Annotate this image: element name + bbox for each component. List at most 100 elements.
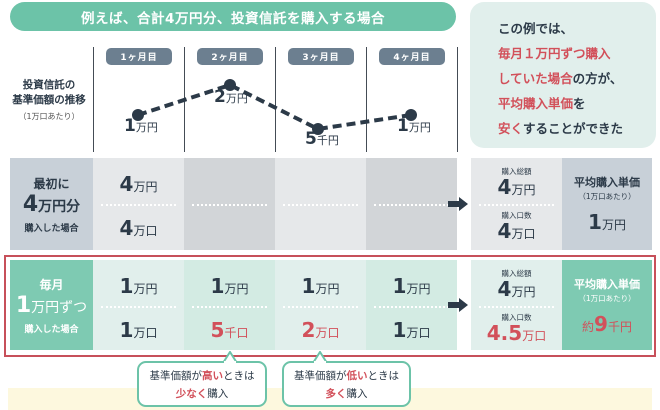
- data-point: [312, 123, 324, 135]
- dotted-divider: [192, 306, 267, 308]
- price-number: 1: [124, 116, 136, 136]
- lump-sum-month-1: 4万円 4万口: [93, 158, 184, 250]
- conclusion-text: を: [573, 96, 586, 111]
- price-label-4: 1万円: [397, 116, 431, 136]
- units-caption: 購入口数: [501, 211, 532, 220]
- conclusion-highlight: 平均購入単価: [498, 96, 574, 111]
- chart-label-sub: （1万口あたり）: [18, 112, 80, 121]
- conclusion-text: この例では、: [498, 21, 574, 36]
- price-line: [137, 82, 412, 132]
- lump-sum-result: 購入総額 4万円 購入口数 4万口: [471, 158, 562, 250]
- purchase-units: 1万口: [119, 318, 158, 342]
- conclusion-line-3: していた場合の方が、: [498, 66, 656, 91]
- lump-sum-month-4: [366, 158, 457, 250]
- callout-low-price: 基準価額が低いときは 多く購入: [282, 361, 411, 407]
- month-header-3: 3ヶ月目: [288, 48, 354, 65]
- chart-label-line2: 基準価額の推移: [12, 94, 86, 106]
- row-label-line3: 購入した場合: [24, 223, 79, 234]
- price-number: 2: [214, 87, 226, 107]
- callout-pointer: [222, 351, 238, 363]
- dotted-divider: [192, 204, 267, 206]
- monthly-label: 毎月 1万円ずつ 購入した場合: [10, 260, 93, 350]
- purchase-units: 4万口: [119, 216, 158, 240]
- conclusion-line-2: 毎月１万円ずつ購入: [498, 41, 656, 66]
- price-unit: 万円: [135, 121, 158, 134]
- price-unit: 千円: [316, 134, 339, 147]
- row-label-line2: 1万円ずつ: [16, 293, 87, 318]
- total-amount: 4万円: [497, 277, 536, 301]
- average-sub: （1万口あたり）: [578, 192, 636, 201]
- total-amount: 4万円: [497, 175, 536, 199]
- chart-label-line1: 投資信託の: [22, 79, 76, 91]
- arrow-right-icon: [448, 298, 468, 312]
- price-number: 1: [397, 116, 409, 136]
- price-unit: 万円: [225, 92, 248, 105]
- monthly-month-4: 1万円 1万口: [366, 260, 457, 350]
- dotted-divider: [374, 204, 449, 206]
- lump-sum-row: 最初に 4万円分 購入した場合 4万円 4万口 購入総額 4万円 購入口数 4万…: [10, 158, 652, 250]
- purchase-amount: 1万円: [392, 274, 431, 298]
- row-label-number: 1: [15, 292, 32, 318]
- data-point: [132, 109, 144, 121]
- row-label-unit: 万円ずつ: [31, 299, 88, 316]
- monthly-average-price: 平均購入単価 （1万口あたり） 約9千円: [562, 260, 652, 350]
- month-header-1: 1ヶ月目: [106, 48, 172, 65]
- column-divider: [457, 47, 459, 152]
- column-divider: [93, 47, 95, 152]
- dotted-divider: [283, 306, 358, 308]
- conclusion-highlight: 毎月１万円ずつ購入: [498, 46, 611, 61]
- row-label-line1: 毎月: [39, 277, 64, 292]
- conclusion-highlight: 安く: [498, 121, 524, 136]
- dotted-divider: [101, 204, 176, 206]
- monthly-result: 購入総額 4万円 購入口数 4.5万口: [471, 260, 562, 350]
- chart-label: 投資信託の 基準価額の推移: [6, 78, 92, 108]
- conclusion-highlight: していた場合: [498, 71, 573, 86]
- conclusion-line-5: 安くすることができた: [498, 116, 656, 141]
- lump-sum-average-price: 平均購入単価 （1万口あたり） 1万円: [562, 158, 652, 250]
- dotted-divider: [479, 204, 554, 206]
- average-title: 平均購入単価: [574, 278, 640, 291]
- price-line-chart: [132, 79, 417, 135]
- monthly-month-1: 1万円 1万口: [93, 260, 184, 350]
- conclusion-text: することができた: [523, 121, 624, 136]
- callout-line-2: 多く購入: [325, 388, 368, 400]
- price-unit: 万円: [408, 121, 431, 134]
- total-caption: 購入総額: [501, 269, 532, 278]
- total-units: 4.5万口: [486, 321, 547, 345]
- dotted-divider: [374, 306, 449, 308]
- row-label-number: 4: [22, 191, 39, 217]
- month-header-2: 2ヶ月目: [197, 48, 263, 65]
- column-divider: [275, 47, 277, 152]
- price-label-1: 1万円: [124, 116, 158, 136]
- highlight-border: [4, 255, 656, 357]
- title-banner: 例えば、合計4万円分、投資信託を購入する場合: [10, 2, 456, 31]
- column-divider: [366, 47, 368, 152]
- month-header-4: 4ヶ月目: [379, 48, 445, 65]
- row-label-line3: 購入した場合: [24, 324, 79, 335]
- purchase-units: 2万口: [301, 318, 340, 342]
- dotted-divider: [479, 306, 554, 308]
- units-caption: 購入口数: [501, 313, 532, 322]
- monthly-month-2: 1万円 5千口: [184, 260, 275, 350]
- price-label-2: 2万円: [214, 87, 248, 107]
- monthly-month-3: 1万円 2万口: [275, 260, 366, 350]
- purchase-amount: 1万円: [119, 274, 158, 298]
- average-sub: （1万口あたり）: [578, 294, 636, 303]
- lump-sum-month-2: [184, 158, 275, 250]
- purchase-amount: 4万円: [119, 172, 158, 196]
- dotted-divider: [283, 204, 358, 206]
- purchase-amount: 1万円: [301, 274, 340, 298]
- callout-line-2: 少なく購入: [175, 388, 229, 400]
- callout-pointer: [312, 351, 328, 363]
- row-label-unit: 万円分: [38, 198, 81, 215]
- callout-high-price: 基準価額が高いときは 少なく購入: [137, 361, 267, 407]
- conclusion-text: の方が、: [572, 71, 623, 86]
- average-value: 約9千円: [582, 312, 632, 336]
- price-label-3: 5千円: [305, 129, 339, 149]
- callout-line-1: 基準価額が低いときは: [294, 370, 399, 382]
- purchase-units: 5千口: [210, 318, 249, 342]
- callout-line-1: 基準価額が高いときは: [149, 370, 255, 382]
- lump-sum-month-3: [275, 158, 366, 250]
- average-title: 平均購入単価: [574, 176, 640, 189]
- conclusion-box: この例では、 毎月１万円ずつ購入 していた場合の方が、 平均購入単価を 安くする…: [470, 2, 656, 148]
